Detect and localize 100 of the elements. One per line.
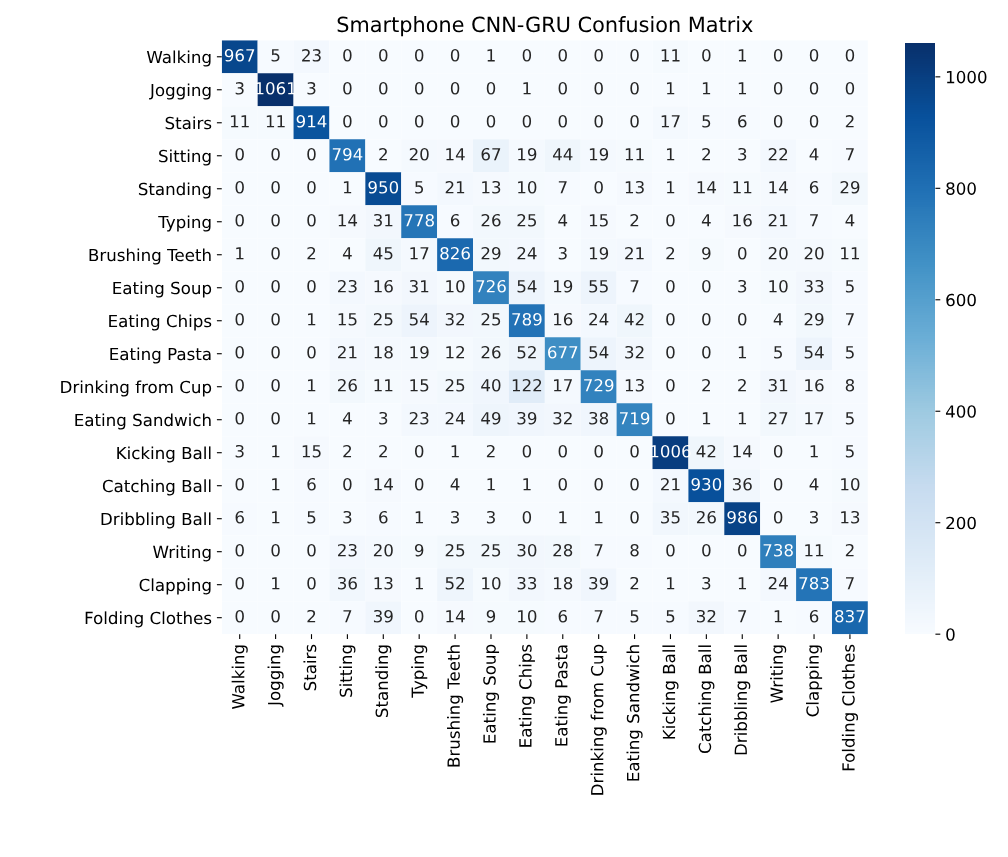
data-label: 5 bbox=[271, 49, 280, 62]
data-label: 54 bbox=[409, 313, 429, 326]
data-label: 950 bbox=[368, 180, 399, 194]
data-label: 0 bbox=[809, 114, 819, 128]
data-label: 7 bbox=[594, 544, 603, 557]
data-label: 0 bbox=[702, 312, 711, 326]
data-label: 0 bbox=[379, 114, 388, 128]
data-label: 0 bbox=[271, 246, 280, 260]
data-label: 42 bbox=[696, 444, 716, 458]
x-tick-label: Drinking from Cup bbox=[590, 644, 607, 795]
x-tick-label: Clapping bbox=[805, 645, 823, 717]
data-label: 10 bbox=[482, 576, 501, 590]
data-label: 10 bbox=[769, 279, 788, 293]
data-label: 1 bbox=[415, 577, 423, 590]
data-label: 32 bbox=[625, 345, 644, 359]
data-label: 0 bbox=[235, 345, 244, 359]
data-label: 21 bbox=[625, 246, 644, 260]
data-label: 18 bbox=[374, 345, 393, 359]
data-label: 3 bbox=[379, 411, 388, 425]
data-label: 0 bbox=[343, 477, 352, 491]
y-tick-label: Typing bbox=[158, 215, 211, 232]
data-label: 0 bbox=[271, 345, 280, 359]
data-label: 30 bbox=[517, 543, 537, 557]
y-tick-label: Folding Clothes bbox=[85, 611, 212, 628]
data-label: 10 bbox=[518, 180, 537, 194]
data-label: 45 bbox=[373, 247, 393, 260]
data-label: 5 bbox=[307, 511, 316, 524]
data-label: 23 bbox=[338, 543, 357, 557]
data-label: 20 bbox=[768, 246, 788, 260]
data-label: 0 bbox=[630, 510, 639, 524]
data-label: 6 bbox=[809, 609, 819, 623]
data-label: 16 bbox=[374, 279, 393, 293]
data-label: 24 bbox=[445, 411, 465, 425]
data-label: 3 bbox=[451, 510, 460, 524]
data-label: 0 bbox=[738, 312, 747, 326]
data-label: 0 bbox=[522, 114, 532, 128]
data-label: 24 bbox=[768, 576, 788, 590]
data-label: 7 bbox=[846, 148, 854, 161]
data-label: 33 bbox=[804, 279, 824, 293]
data-label: 778 bbox=[404, 213, 434, 227]
data-label: 11 bbox=[841, 247, 859, 260]
data-label: 3 bbox=[810, 510, 819, 524]
data-label: 10 bbox=[446, 279, 465, 293]
data-label: 0 bbox=[558, 114, 567, 128]
data-label: 2 bbox=[630, 576, 639, 590]
data-label: 3 bbox=[486, 510, 495, 524]
x-tick-label: Sitting bbox=[339, 645, 356, 697]
data-label: 783 bbox=[799, 576, 829, 590]
data-label: 0 bbox=[702, 543, 711, 557]
data-label: 0 bbox=[522, 49, 532, 62]
data-label: 1 bbox=[308, 412, 316, 425]
data-label: 11 bbox=[805, 544, 824, 557]
data-label: 0 bbox=[271, 213, 280, 227]
data-label: 17 bbox=[554, 379, 572, 392]
x-tick-label: Eating Soup bbox=[482, 644, 500, 743]
data-label: 930 bbox=[691, 477, 722, 491]
data-label: 0 bbox=[630, 444, 639, 458]
data-label: 4 bbox=[773, 313, 783, 326]
data-label: 0 bbox=[307, 180, 316, 194]
data-label: 7 bbox=[558, 181, 567, 194]
data-label: 5 bbox=[666, 610, 675, 623]
data-label: 0 bbox=[271, 312, 280, 326]
data-label: 44 bbox=[552, 148, 573, 161]
data-label: 1 bbox=[523, 82, 531, 95]
data-label: 5 bbox=[845, 280, 854, 293]
data-label: 0 bbox=[235, 180, 244, 194]
data-label: 0 bbox=[235, 576, 244, 590]
data-label: 0 bbox=[702, 345, 711, 359]
data-label: 10 bbox=[518, 609, 537, 623]
color-bar-label: 800 bbox=[946, 182, 976, 195]
y-tick-label: Eating Sandwich bbox=[75, 413, 211, 430]
x-tick-label: Eating Chips bbox=[518, 644, 535, 747]
data-label: 16 bbox=[554, 312, 573, 326]
data-label: 789 bbox=[512, 312, 542, 326]
data-label: 0 bbox=[702, 49, 711, 62]
data-label: 0 bbox=[773, 510, 783, 524]
data-label: 0 bbox=[809, 49, 819, 62]
data-label: 0 bbox=[379, 82, 388, 95]
data-label: 3 bbox=[738, 147, 747, 161]
data-label: 1 bbox=[272, 478, 280, 491]
x-tick-label: Dribbling Ball bbox=[734, 645, 751, 755]
data-label: 1 bbox=[666, 181, 675, 194]
color-bar-label: 0 bbox=[946, 628, 955, 641]
data-label: 0 bbox=[594, 477, 603, 491]
data-label: 33 bbox=[517, 576, 537, 590]
data-label: 0 bbox=[414, 444, 424, 458]
data-label: 19 bbox=[410, 345, 429, 359]
data-label: 52 bbox=[517, 345, 536, 359]
data-label: 2 bbox=[343, 444, 352, 458]
data-label: 2 bbox=[486, 444, 495, 458]
data-label: 0 bbox=[594, 114, 603, 128]
data-label: 3 bbox=[343, 510, 352, 524]
data-label: 11 bbox=[266, 115, 285, 128]
data-label: 0 bbox=[773, 114, 783, 128]
data-label: 26 bbox=[481, 213, 501, 227]
data-label: 0 bbox=[271, 180, 280, 194]
data-label: 0 bbox=[414, 477, 424, 491]
data-label: 23 bbox=[409, 411, 429, 425]
y-tick-label: Eating Pasta bbox=[110, 347, 211, 364]
color-bar-label: 1000 bbox=[946, 70, 987, 84]
